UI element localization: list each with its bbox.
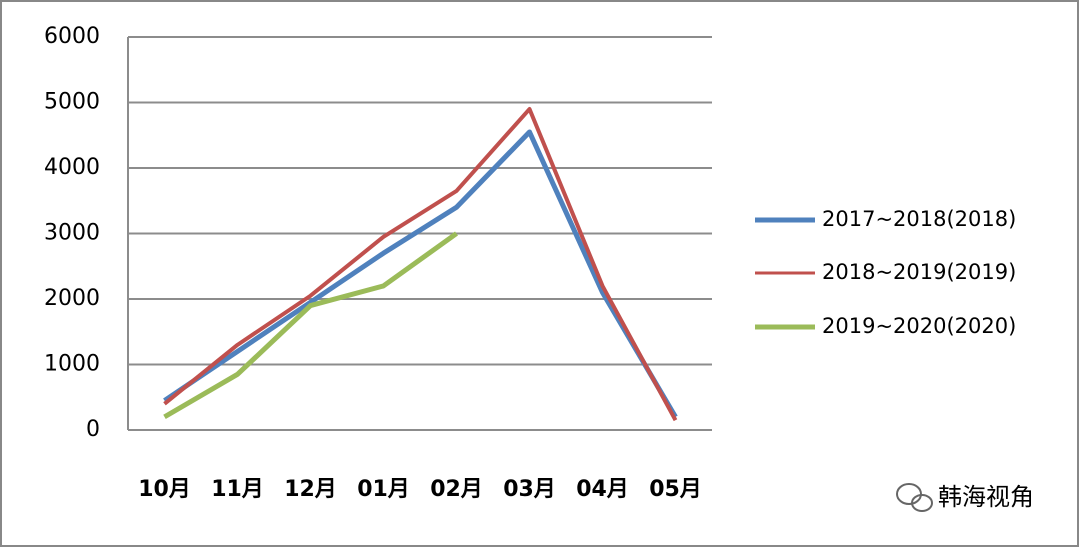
y-tick-label: 0 [86,417,100,442]
y-tick-label: 2000 [44,286,100,311]
legend-label: 2019~2020(2020) [822,314,1016,338]
x-tick-label: 05月 [649,477,702,502]
x-tick-label: 12月 [284,477,337,502]
x-tick-label: 04月 [576,477,629,502]
x-tick-label: 10月 [138,477,191,502]
legend-label: 2018~2019(2019) [822,260,1016,284]
x-tick-label: 01月 [357,477,410,502]
x-tick-label: 03月 [503,477,556,502]
y-tick-label: 6000 [44,24,100,49]
legend-label: 2017~2018(2018) [822,207,1016,231]
watermark-icon [896,483,933,512]
watermark: 韩海视角 [938,483,1034,511]
x-tick-label: 02月 [430,477,483,502]
y-tick-label: 4000 [44,155,100,180]
y-tick-label: 3000 [44,221,100,246]
x-tick-label: 11月 [211,477,264,502]
series-line [163,231,458,420]
series-line [163,129,678,419]
series-line [163,107,678,422]
y-tick-label: 1000 [44,352,100,377]
y-tick-label: 5000 [44,90,100,115]
